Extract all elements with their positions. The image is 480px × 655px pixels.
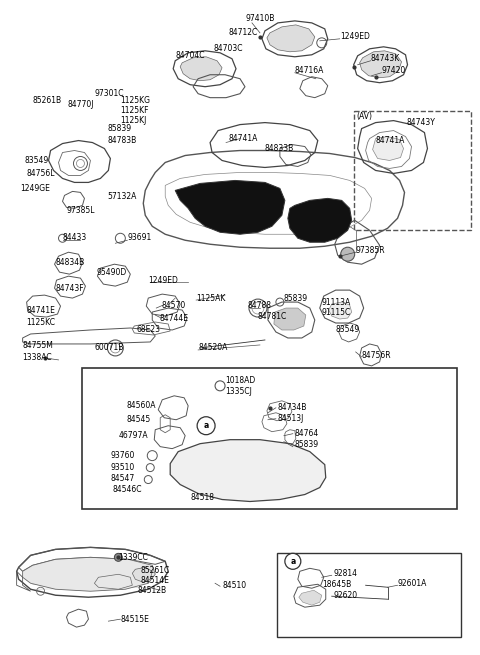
Text: 46797A: 46797A — [119, 431, 148, 440]
Text: 97301C: 97301C — [95, 89, 124, 98]
Text: 1249ED: 1249ED — [340, 32, 370, 41]
Text: 84788: 84788 — [248, 301, 272, 310]
Text: 1249ED: 1249ED — [148, 276, 178, 285]
Text: 84744E: 84744E — [159, 314, 188, 322]
Text: 84433: 84433 — [62, 233, 87, 242]
Text: 1125KC: 1125KC — [26, 318, 56, 326]
Text: 84833B: 84833B — [265, 144, 294, 153]
Text: 85839: 85839 — [295, 440, 319, 449]
Polygon shape — [329, 302, 352, 319]
Text: 84741A: 84741A — [228, 134, 257, 143]
Text: 84515E: 84515E — [120, 614, 149, 624]
Text: 84716A: 84716A — [295, 66, 324, 75]
Text: a: a — [290, 557, 296, 566]
Text: 84734B: 84734B — [278, 403, 307, 412]
Text: 85261C: 85261C — [140, 566, 169, 575]
Text: 84704C: 84704C — [175, 51, 204, 60]
Text: 92620: 92620 — [334, 591, 358, 600]
Polygon shape — [132, 567, 152, 582]
Text: 1338AC: 1338AC — [23, 354, 52, 362]
Polygon shape — [288, 198, 352, 242]
Text: 84834B: 84834B — [56, 257, 85, 267]
Text: 84546C: 84546C — [112, 485, 142, 494]
Text: 84770J: 84770J — [68, 100, 94, 109]
Text: 1018AD: 1018AD — [225, 377, 255, 385]
Polygon shape — [23, 557, 155, 591]
Polygon shape — [267, 25, 315, 52]
Text: 84545: 84545 — [126, 415, 151, 424]
Text: 84520A: 84520A — [198, 343, 228, 352]
Text: 95490D: 95490D — [96, 268, 127, 276]
Circle shape — [341, 247, 355, 261]
Text: 84741E: 84741E — [26, 305, 56, 314]
Text: 84514E: 84514E — [140, 576, 169, 585]
Polygon shape — [170, 440, 326, 502]
Text: 91113A: 91113A — [322, 297, 351, 307]
Text: a: a — [204, 421, 209, 430]
Text: 84513J: 84513J — [278, 414, 304, 423]
Text: 60071B: 60071B — [95, 343, 124, 352]
Text: 93691: 93691 — [127, 233, 152, 242]
Text: 84755M: 84755M — [23, 341, 53, 350]
Text: 84560A: 84560A — [126, 402, 156, 410]
Text: 84518: 84518 — [190, 493, 214, 502]
Polygon shape — [299, 590, 322, 605]
Text: 84781C: 84781C — [258, 312, 287, 320]
Text: 18645B: 18645B — [322, 580, 351, 589]
Text: 84570: 84570 — [161, 301, 185, 310]
Text: 97420: 97420 — [382, 66, 406, 75]
Text: 57132A: 57132A — [108, 192, 137, 201]
Text: 84510: 84510 — [222, 581, 246, 590]
Circle shape — [197, 417, 215, 435]
Text: 97410B: 97410B — [246, 14, 276, 24]
Text: 85839: 85839 — [108, 124, 132, 133]
Text: 84741A: 84741A — [376, 136, 405, 145]
Text: 84783B: 84783B — [108, 136, 137, 145]
Text: 1125KJ: 1125KJ — [120, 116, 147, 125]
Text: 93760: 93760 — [110, 451, 135, 460]
Text: 93510: 93510 — [110, 463, 134, 472]
Circle shape — [285, 553, 301, 569]
Text: 83549: 83549 — [336, 326, 360, 335]
Polygon shape — [175, 180, 285, 234]
Text: 84756R: 84756R — [361, 352, 391, 360]
Polygon shape — [274, 308, 306, 330]
Text: 85261B: 85261B — [33, 96, 62, 105]
Text: 84743F: 84743F — [56, 284, 84, 293]
Text: 1339CC: 1339CC — [119, 553, 148, 562]
Text: 1125KG: 1125KG — [120, 96, 150, 105]
Text: (AV): (AV) — [357, 112, 372, 121]
Text: 92601A: 92601A — [397, 579, 427, 588]
Polygon shape — [180, 57, 222, 81]
Text: 1125KF: 1125KF — [120, 106, 149, 115]
Text: 84756L: 84756L — [26, 169, 55, 178]
Circle shape — [114, 553, 122, 561]
Text: 84743K: 84743K — [371, 54, 400, 64]
Text: 1335CJ: 1335CJ — [225, 387, 252, 396]
Text: 84712C: 84712C — [228, 28, 257, 37]
Text: 84743Y: 84743Y — [407, 118, 435, 127]
Text: 97385L: 97385L — [67, 206, 95, 215]
Text: 84512B: 84512B — [137, 586, 167, 595]
Text: 1249GE: 1249GE — [21, 184, 50, 193]
Text: 83549: 83549 — [24, 156, 49, 165]
Text: 84703C: 84703C — [213, 45, 242, 53]
Text: 97385R: 97385R — [356, 246, 385, 255]
Text: 92814: 92814 — [334, 569, 358, 578]
Polygon shape — [360, 51, 402, 78]
Text: 91115C: 91115C — [322, 308, 351, 316]
Text: 84547: 84547 — [110, 474, 134, 483]
Text: 68E23: 68E23 — [136, 326, 160, 335]
Text: 85839: 85839 — [284, 293, 308, 303]
Text: 1125AK: 1125AK — [196, 293, 226, 303]
Text: 84764: 84764 — [295, 429, 319, 438]
Polygon shape — [372, 136, 404, 160]
